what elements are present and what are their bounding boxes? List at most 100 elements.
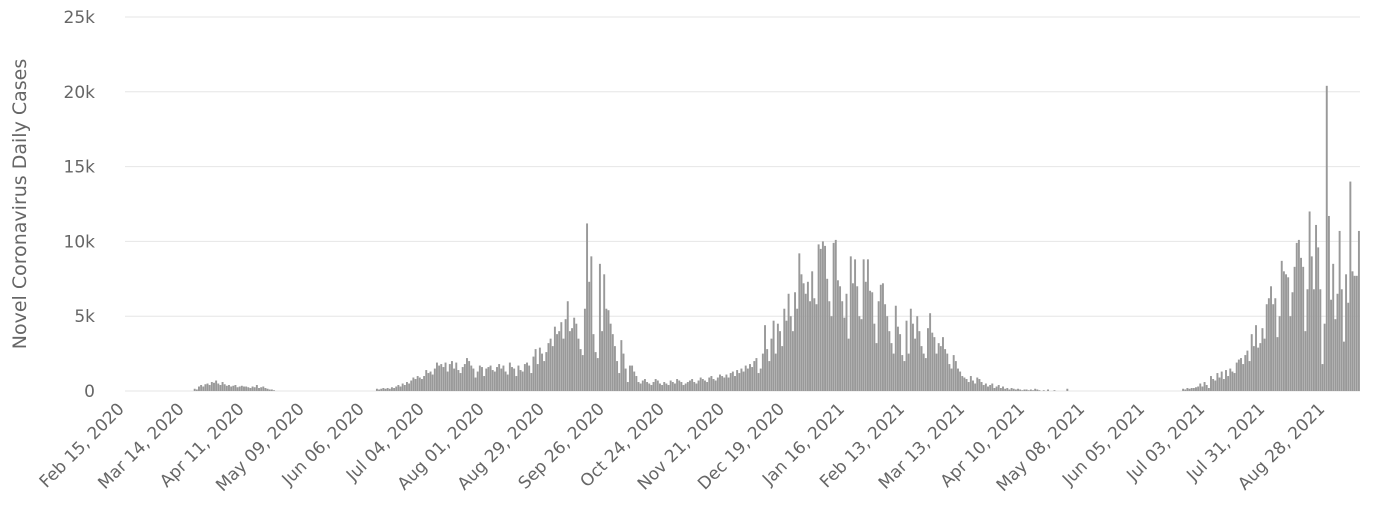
bar	[461, 367, 464, 391]
bar	[963, 377, 966, 391]
bar	[264, 388, 267, 391]
bar	[678, 380, 681, 391]
bar	[1047, 389, 1049, 391]
bar	[819, 248, 822, 391]
bar	[1210, 376, 1212, 391]
bar	[1321, 364, 1324, 391]
bar	[907, 353, 910, 391]
bar	[753, 361, 756, 391]
bar	[1222, 379, 1225, 391]
bar	[534, 349, 537, 391]
bar	[905, 320, 908, 391]
bar	[942, 337, 944, 391]
bar	[498, 364, 501, 391]
bar	[935, 353, 938, 391]
bar	[541, 353, 543, 391]
bar	[989, 385, 992, 391]
bar	[1025, 389, 1028, 391]
bar	[221, 382, 224, 391]
bar	[266, 388, 269, 391]
bar	[768, 361, 771, 391]
bar	[1347, 302, 1350, 391]
bar	[556, 334, 559, 391]
bar	[1295, 242, 1298, 391]
bar	[523, 364, 526, 391]
bar	[1306, 289, 1309, 391]
bar	[215, 380, 218, 391]
bar	[946, 353, 949, 391]
bar	[957, 368, 959, 391]
bar	[744, 365, 747, 391]
bar	[995, 386, 998, 391]
bar	[1021, 390, 1024, 391]
bar	[1267, 298, 1270, 391]
bar	[577, 338, 580, 391]
bar	[862, 259, 865, 391]
bar	[579, 349, 582, 391]
bar	[1229, 368, 1232, 391]
bar	[918, 331, 921, 391]
bar	[695, 383, 698, 391]
bar	[937, 343, 940, 391]
bar	[230, 386, 233, 391]
bar	[240, 385, 243, 391]
bar	[1066, 388, 1069, 391]
bar	[723, 377, 726, 391]
bar	[270, 389, 273, 391]
bar	[1207, 388, 1210, 391]
bar	[972, 380, 974, 391]
bar	[1263, 338, 1266, 391]
bar	[416, 376, 419, 391]
bar	[800, 274, 803, 391]
bar	[802, 283, 805, 391]
bar	[1029, 389, 1032, 391]
bar	[813, 298, 816, 391]
bar	[976, 377, 979, 391]
bar	[738, 373, 741, 391]
bar	[472, 368, 475, 391]
bar	[854, 259, 857, 391]
bar	[390, 387, 393, 391]
bar	[258, 388, 260, 391]
bar	[384, 388, 387, 391]
bar	[573, 317, 576, 391]
bar	[626, 382, 629, 391]
bar	[815, 304, 818, 391]
bar	[1036, 389, 1039, 391]
bar	[598, 263, 601, 391]
bar	[596, 358, 599, 391]
bar	[431, 374, 434, 391]
bar	[444, 362, 447, 391]
bar	[193, 388, 196, 391]
bar	[478, 365, 481, 391]
bar	[729, 373, 732, 391]
bar	[408, 383, 411, 391]
bar	[530, 373, 533, 391]
bar	[1186, 388, 1189, 391]
bar	[866, 259, 869, 391]
y-tick-label: 0	[84, 382, 95, 402]
bar	[249, 388, 252, 391]
bar	[830, 316, 833, 391]
bar	[993, 388, 996, 391]
bar	[519, 370, 522, 391]
bar	[922, 353, 925, 391]
bar	[1246, 350, 1249, 391]
bar	[886, 316, 889, 391]
bar	[420, 379, 423, 391]
bar	[620, 340, 623, 391]
bar	[697, 380, 700, 391]
bar	[1291, 292, 1294, 391]
bar	[888, 331, 891, 391]
bar	[1338, 230, 1341, 391]
y-axis-title: Novel Coronavirus Daily Cases	[9, 59, 31, 350]
bar	[219, 385, 222, 391]
bar	[1353, 275, 1356, 391]
bar	[751, 367, 754, 391]
bar	[776, 323, 779, 391]
bar	[622, 353, 625, 391]
bar	[656, 380, 659, 391]
bar	[836, 280, 839, 391]
bar	[860, 319, 863, 391]
